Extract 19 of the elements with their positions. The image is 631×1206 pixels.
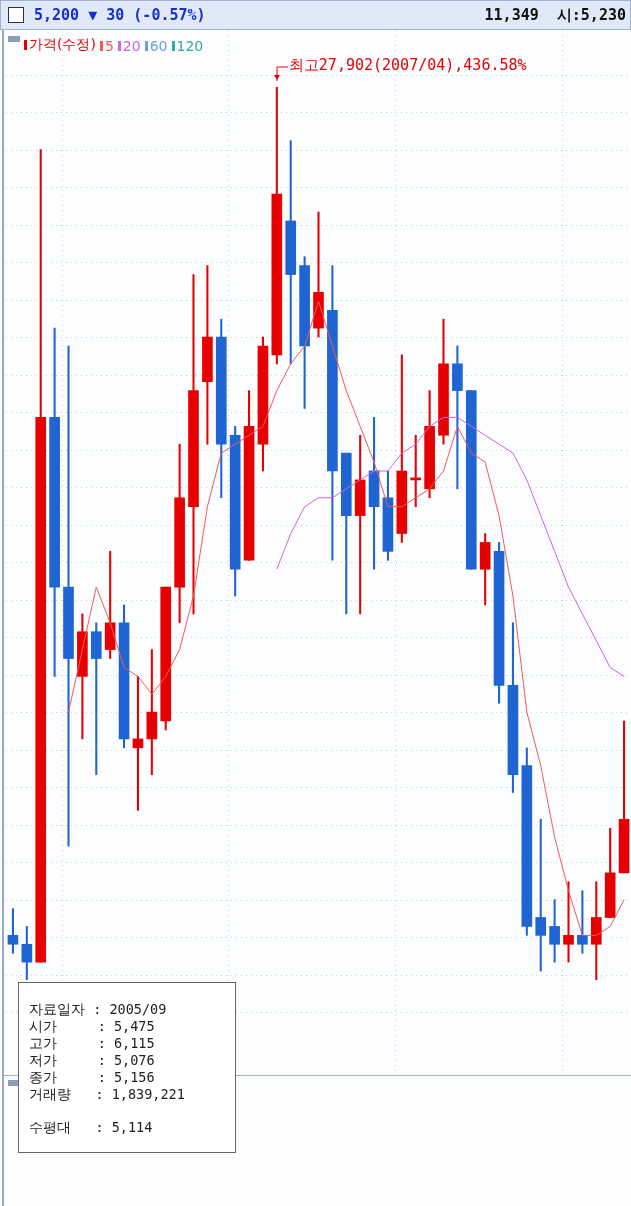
chart-title: 5,200 ▼ 30 (-0.57%) [34,6,206,24]
legend-label: 가격(수정) [28,36,96,54]
text: 시가 : 5,475 [29,1018,156,1035]
text: 수평대 : 5,114 [29,1119,154,1136]
legend-label: 5 [103,38,114,54]
candlestick [188,274,199,615]
text: 자료일자 : 2005/09 [29,1001,168,1018]
legend-label: 60 [148,38,168,54]
legend-label: 20 [121,38,141,54]
candlestick [63,345,74,847]
text: 고가 : 6,115 [29,1035,156,1052]
text: 거래량 : 1,839,221 [29,1086,186,1103]
candlestick [563,881,574,963]
candlestick [313,211,324,338]
text: 종가 : 5,156 [29,1069,156,1086]
chart-subtitle: 11,349 시:5,230 [484,5,626,25]
text: 저가 : 5,076 [29,1052,156,1069]
text: 최고27,902(2007/04),436.58% [288,56,527,75]
legend-label: 120 [175,38,204,54]
